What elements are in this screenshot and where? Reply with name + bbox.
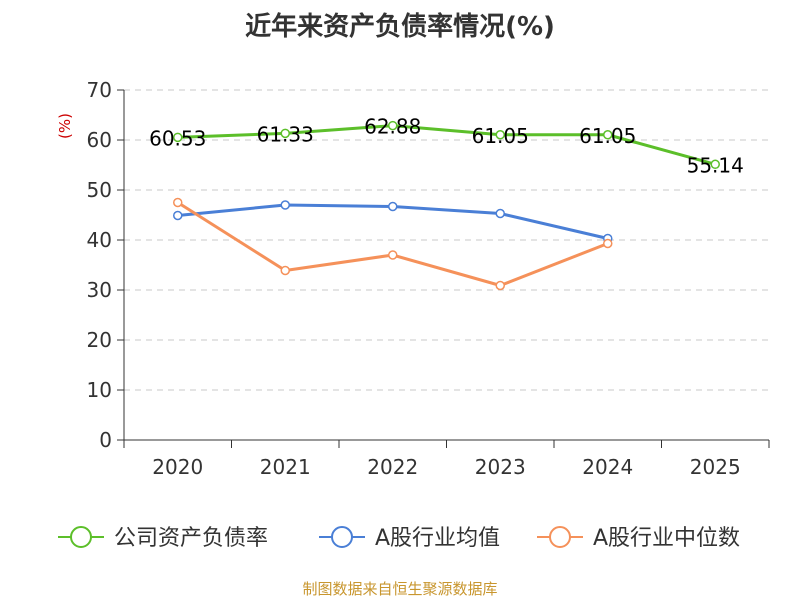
series-line-2 [176, 201, 609, 287]
data-point [710, 159, 720, 170]
axes: 0 10 20 30 40 50 60 70 2020 2021 2022 2023 2024 2025 (… [56, 78, 770, 479]
data-labels: 60.53 61.33 62.88 61.05 61.05 55.14 [149, 115, 744, 178]
y-tick-label: 60 [87, 128, 112, 152]
data-point [495, 280, 505, 291]
x-tick-label: 2023 [475, 455, 526, 479]
data-point [603, 238, 613, 249]
chart-title: 近年来资产负债率情况(%) [245, 12, 555, 42]
data-point [388, 201, 398, 212]
data-point [280, 128, 290, 139]
data-label: 60.53 [149, 126, 206, 150]
data-point [280, 200, 290, 210]
data-point [173, 132, 183, 143]
legend-swatch-circle [549, 526, 571, 548]
data-label: 62.88 [364, 115, 421, 139]
legend-label: A股行业均值 [375, 526, 500, 551]
y-tick-label: 50 [87, 178, 112, 202]
series-lines [173, 120, 720, 291]
y-tick-label: 10 [87, 378, 112, 402]
x-tick-label: 2020 [152, 455, 203, 479]
source-note: 制图数据来自恒生聚源数据库 [302, 580, 498, 598]
y-tick-label: 40 [87, 228, 112, 252]
data-point [388, 120, 398, 131]
y-tick-label: 70 [87, 78, 112, 102]
data-label: 61.33 [257, 122, 314, 146]
legend: 公司资产负债率 A股行业均值 A股行业中位数 [58, 526, 740, 551]
data-point [388, 250, 398, 260]
gridlines [124, 89, 769, 391]
data-point [495, 130, 505, 140]
series-line-0 [177, 124, 716, 166]
legend-swatch-circle [331, 526, 353, 548]
y-tick-label: 30 [87, 278, 112, 302]
data-label: 61.05 [472, 124, 529, 148]
data-point [603, 130, 613, 140]
y-tick-label: 0 [99, 428, 112, 452]
legend-label: A股行业中位数 [593, 526, 740, 551]
x-tick-label: 2024 [582, 455, 633, 479]
data-point [173, 197, 183, 208]
data-point [173, 210, 183, 221]
data-label: 55.14 [687, 153, 744, 177]
data-point [280, 265, 290, 276]
legend-label: 公司资产负债率 [114, 526, 268, 551]
data-label: 61.05 [579, 124, 636, 148]
x-tick-label: 2022 [367, 455, 418, 479]
data-point [495, 208, 505, 219]
x-tick-label: 2021 [260, 455, 311, 479]
x-tick-label: 2025 [690, 455, 741, 479]
y-tick-label: 20 [87, 328, 112, 352]
legend-swatch-circle [70, 526, 92, 548]
y-axis-label: (%) [56, 113, 74, 139]
